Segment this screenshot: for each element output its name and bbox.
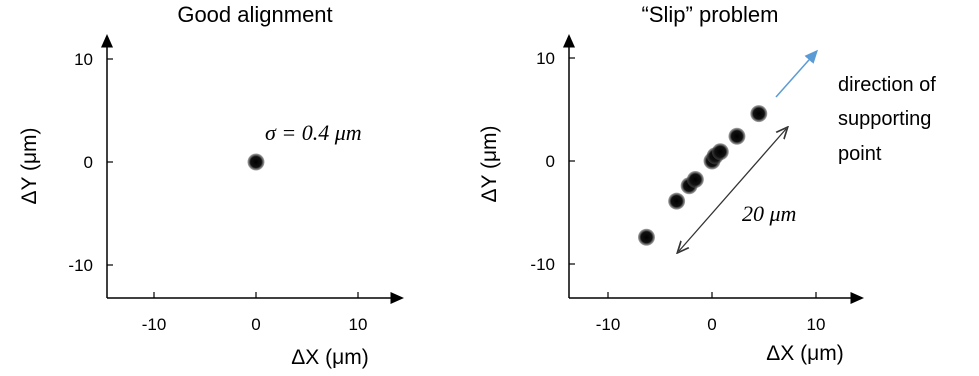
chart-good-alignment: Good alignment -10 0 10 10 0 -10 ΔX (μm) ΔY … [18,2,404,369]
data-point [728,127,746,145]
y-axis-label: ΔY (μm) [18,127,41,204]
sigma-annotation: σ = 0.4 μm [265,120,362,145]
y-axis-label: ΔY (μm) [478,125,501,202]
x-axis-label: ΔX (μm) [291,346,368,369]
direction-note-line3: point [838,143,882,165]
y-tick-label: 0 [84,153,93,172]
data-point [247,153,265,171]
length-double-arrow [679,129,786,251]
direction-note-line1: direction of [838,74,936,96]
chart-slip-problem: “Slip” problem -10 0 10 10 0 -10 ΔX (μm) ΔY … [478,2,936,365]
y-tick-label: 10 [536,49,555,68]
y-tick-label: -10 [68,256,93,275]
direction-arrow [775,49,818,98]
data-point [750,105,768,123]
chart-title: “Slip” problem [642,2,779,27]
data-point [668,192,686,210]
x-axis-label: ΔX (μm) [766,342,843,365]
data-point [637,228,655,246]
data-point [711,143,729,161]
x-tick-label: -10 [142,315,167,334]
x-tick-label: -10 [596,315,621,334]
y-tick-label: -10 [530,255,555,274]
y-tick-label: 10 [74,50,93,69]
y-tick-label: 0 [546,152,555,171]
x-tick-label: 0 [707,315,716,334]
data-point [686,171,704,189]
x-tick-label: 0 [251,315,260,334]
length-label: 20 μm [742,201,796,226]
x-tick-label: 10 [349,315,368,334]
direction-note-line2: supporting [838,108,931,130]
x-tick-label: 10 [807,315,826,334]
chart-title: Good alignment [177,2,332,27]
